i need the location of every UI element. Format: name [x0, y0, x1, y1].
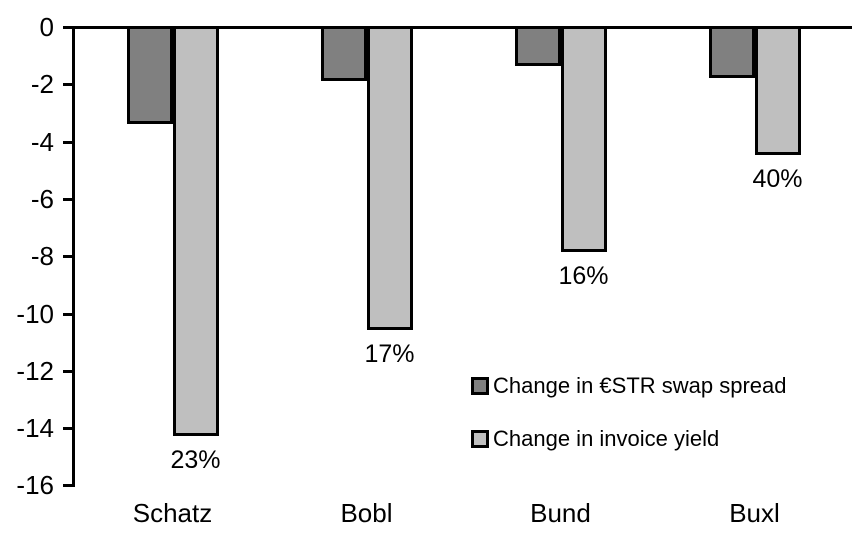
y-tick-label: 0	[39, 12, 54, 42]
y-axis-tick	[63, 427, 73, 430]
bar-bund-swap-spread	[514, 26, 561, 66]
y-tick-label: -14	[16, 413, 54, 443]
bar-bobl-invoice-yield	[366, 26, 413, 330]
y-axis-line	[72, 26, 75, 487]
bar-data-label: 23%	[170, 446, 221, 474]
x-axis-label: Buxl	[729, 498, 780, 528]
y-axis-tick	[63, 370, 73, 373]
y-axis-tick	[63, 26, 73, 29]
bar-buxl-swap-spread	[708, 26, 755, 78]
x-axis-label: Schatz	[132, 498, 213, 528]
legend-item: Change in €STR swap spread	[471, 371, 787, 401]
bar-buxl-invoice-yield	[754, 26, 801, 155]
y-tick-label: -8	[30, 241, 54, 271]
legend-label: Change in €STR swap spread	[493, 373, 787, 398]
bar-schatz-swap-spread	[126, 26, 173, 124]
bar-data-label: 40%	[752, 165, 803, 193]
y-tick-label: -10	[16, 299, 54, 329]
bar-schatz-invoice-yield	[172, 26, 219, 436]
bar-bobl-swap-spread	[320, 26, 367, 81]
y-axis-tick	[63, 141, 73, 144]
x-axis-label: Bobl	[340, 498, 393, 528]
legend-label: Change in invoice yield	[493, 426, 720, 451]
legend-swatch	[471, 430, 489, 448]
y-axis-tick	[63, 198, 73, 201]
x-axis-label: Bund	[530, 498, 591, 528]
x-axis-zero-line	[72, 26, 852, 29]
legend-swatch	[471, 377, 489, 395]
y-tick-label: -2	[30, 69, 54, 99]
y-axis-tick	[63, 83, 73, 86]
y-axis-tick	[63, 255, 73, 258]
y-tick-label: -12	[16, 356, 54, 386]
y-tick-label: -4	[30, 127, 54, 157]
bar-bund-invoice-yield	[560, 26, 607, 252]
y-axis-tick	[63, 313, 73, 316]
y-tick-label: -6	[30, 184, 54, 214]
bar-data-label: 16%	[558, 262, 609, 290]
y-axis-tick	[63, 484, 73, 487]
legend: Change in €STR swap spread Change in invo…	[471, 371, 787, 477]
bar-data-label: 17%	[364, 340, 415, 368]
legend-item: Change in invoice yield	[471, 424, 787, 454]
y-tick-label: -16	[16, 470, 54, 500]
